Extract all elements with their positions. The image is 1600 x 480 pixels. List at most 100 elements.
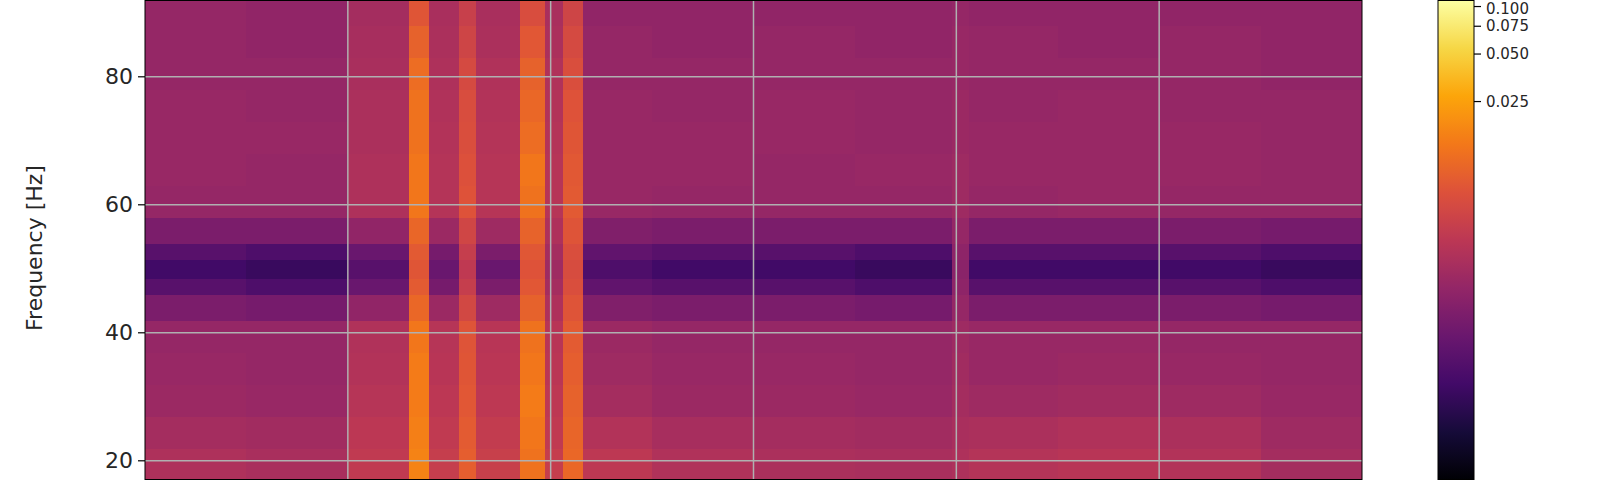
cell bbox=[952, 26, 969, 59]
cell bbox=[1261, 416, 1362, 449]
cell bbox=[145, 259, 247, 279]
cell bbox=[969, 58, 1059, 91]
cell bbox=[1058, 320, 1160, 353]
cell bbox=[855, 448, 953, 480]
cell bbox=[145, 90, 247, 123]
cell bbox=[563, 384, 584, 417]
cell bbox=[1159, 294, 1261, 320]
cell bbox=[459, 352, 476, 385]
cell bbox=[1058, 416, 1160, 449]
cell bbox=[652, 90, 754, 123]
cell bbox=[145, 122, 247, 155]
cell bbox=[652, 58, 754, 91]
cell bbox=[563, 0, 584, 26]
cell bbox=[409, 154, 430, 187]
cell bbox=[348, 278, 409, 295]
cell bbox=[1159, 186, 1261, 219]
cell bbox=[563, 122, 584, 155]
cell bbox=[1058, 90, 1160, 123]
cell bbox=[429, 218, 460, 244]
y-tick bbox=[138, 76, 145, 77]
cell bbox=[1261, 122, 1362, 155]
cell bbox=[969, 122, 1059, 155]
cell bbox=[476, 278, 521, 295]
cell bbox=[1159, 218, 1261, 244]
cell bbox=[545, 294, 564, 320]
cell bbox=[754, 278, 856, 295]
cell bbox=[1159, 0, 1261, 26]
cell bbox=[476, 416, 521, 449]
cell bbox=[459, 0, 476, 26]
cell bbox=[652, 416, 754, 449]
cell bbox=[476, 186, 521, 219]
cell bbox=[145, 384, 247, 417]
cell bbox=[952, 320, 969, 353]
cell bbox=[348, 320, 409, 353]
cell bbox=[459, 26, 476, 59]
cell bbox=[969, 320, 1059, 353]
cell bbox=[1058, 294, 1160, 320]
cell bbox=[476, 259, 521, 279]
cell bbox=[563, 416, 584, 449]
grid-line bbox=[550, 0, 552, 480]
cell bbox=[545, 243, 564, 260]
cell bbox=[1058, 26, 1160, 59]
cell bbox=[952, 416, 969, 449]
cell bbox=[563, 320, 584, 353]
cell bbox=[429, 0, 460, 26]
cell bbox=[855, 259, 953, 279]
cell bbox=[459, 259, 476, 279]
x-tick bbox=[347, 479, 348, 480]
cell bbox=[545, 26, 564, 59]
cell bbox=[563, 186, 584, 219]
cell bbox=[520, 122, 545, 155]
cell bbox=[583, 90, 652, 123]
cell bbox=[476, 320, 521, 353]
cell bbox=[583, 294, 652, 320]
cell bbox=[520, 294, 545, 320]
cell bbox=[652, 218, 754, 244]
cell bbox=[855, 384, 953, 417]
cell bbox=[145, 320, 247, 353]
cell bbox=[969, 154, 1059, 187]
cell bbox=[855, 416, 953, 449]
cell bbox=[855, 0, 953, 26]
cell bbox=[520, 416, 545, 449]
cell bbox=[246, 186, 348, 219]
colorbar-frame bbox=[1438, 1, 1474, 480]
cell bbox=[1058, 448, 1160, 480]
cell bbox=[348, 90, 409, 123]
cell bbox=[459, 294, 476, 320]
cell bbox=[429, 278, 460, 295]
grid-line bbox=[956, 0, 958, 480]
cell bbox=[855, 90, 953, 123]
cell bbox=[754, 320, 856, 353]
cell bbox=[952, 58, 969, 91]
cell bbox=[1261, 259, 1362, 279]
cell bbox=[409, 294, 430, 320]
cell bbox=[1261, 448, 1362, 480]
cell bbox=[754, 416, 856, 449]
cell bbox=[246, 90, 348, 123]
cell bbox=[545, 154, 564, 187]
cell bbox=[429, 294, 460, 320]
cell bbox=[520, 154, 545, 187]
colorbar bbox=[1438, 0, 1474, 480]
cell bbox=[855, 278, 953, 295]
cell bbox=[652, 352, 754, 385]
heatmap-cells bbox=[145, 0, 1362, 480]
x-tick bbox=[956, 479, 957, 480]
cell bbox=[348, 26, 409, 59]
cell bbox=[952, 154, 969, 187]
cell bbox=[476, 154, 521, 187]
cell bbox=[563, 58, 584, 91]
cell bbox=[459, 122, 476, 155]
grid-line bbox=[145, 460, 1362, 462]
cell bbox=[459, 320, 476, 353]
cell bbox=[459, 416, 476, 449]
cell bbox=[952, 243, 969, 260]
y-tick-label: 60 bbox=[105, 192, 133, 217]
cell bbox=[520, 58, 545, 91]
grid-line bbox=[145, 332, 1362, 334]
cell bbox=[1159, 26, 1261, 59]
